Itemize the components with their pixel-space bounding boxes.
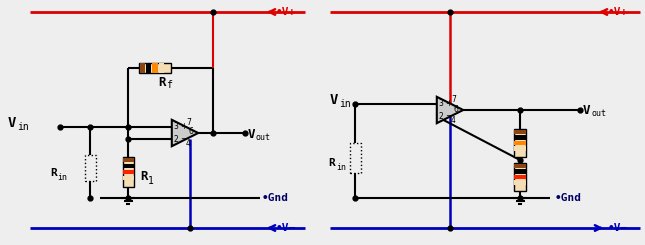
Text: V: V (583, 105, 591, 118)
Text: R: R (50, 168, 57, 178)
Text: 6: 6 (453, 105, 458, 113)
Text: •V−: •V− (608, 223, 628, 233)
Text: 2: 2 (439, 112, 444, 121)
Text: +: + (445, 99, 451, 108)
Text: 3: 3 (174, 122, 179, 131)
Polygon shape (437, 97, 463, 123)
Bar (123, 164, 134, 168)
Text: −: − (445, 111, 451, 120)
Text: 7: 7 (186, 118, 191, 127)
Bar (123, 170, 134, 174)
Bar (514, 180, 526, 185)
Bar (123, 176, 134, 180)
Text: in: in (339, 98, 351, 109)
Text: 3: 3 (439, 99, 444, 108)
Bar (152, 63, 157, 73)
Text: 1: 1 (148, 176, 154, 186)
Text: •V+: •V+ (608, 7, 628, 17)
Text: out: out (256, 133, 271, 142)
Bar (123, 157, 134, 187)
Bar (123, 158, 134, 162)
Text: •V−: •V− (276, 223, 296, 233)
Text: in: in (336, 162, 346, 171)
Bar (139, 63, 144, 73)
Text: •Gnd: •Gnd (555, 193, 582, 203)
Bar (514, 175, 526, 179)
Text: •V+: •V+ (276, 7, 296, 17)
Bar (84, 155, 95, 181)
Bar (159, 63, 164, 73)
Text: V: V (248, 127, 255, 140)
Text: out: out (591, 110, 606, 119)
Text: R: R (328, 158, 335, 168)
Text: 2: 2 (174, 135, 179, 144)
Bar (514, 129, 526, 157)
Bar (514, 164, 526, 168)
Polygon shape (172, 120, 198, 146)
Text: V: V (330, 93, 339, 107)
Text: •Gnd: •Gnd (262, 193, 289, 203)
Bar (514, 141, 526, 145)
Bar (514, 146, 526, 151)
Text: R: R (140, 171, 148, 184)
Text: 4: 4 (451, 116, 456, 125)
Bar (350, 143, 361, 173)
Text: −: − (180, 134, 187, 143)
Text: +: + (180, 122, 186, 131)
Bar (514, 163, 526, 191)
Text: in: in (57, 172, 67, 182)
Text: 7: 7 (451, 95, 456, 104)
Bar (514, 135, 526, 140)
Text: R: R (158, 75, 166, 88)
Text: 6: 6 (188, 127, 193, 136)
Text: 4: 4 (186, 139, 191, 148)
Bar (146, 63, 151, 73)
Text: V: V (8, 116, 16, 130)
Bar (139, 63, 171, 73)
Bar (514, 130, 526, 134)
Bar (514, 169, 526, 174)
Text: f: f (166, 80, 172, 90)
Text: in: in (17, 122, 29, 132)
